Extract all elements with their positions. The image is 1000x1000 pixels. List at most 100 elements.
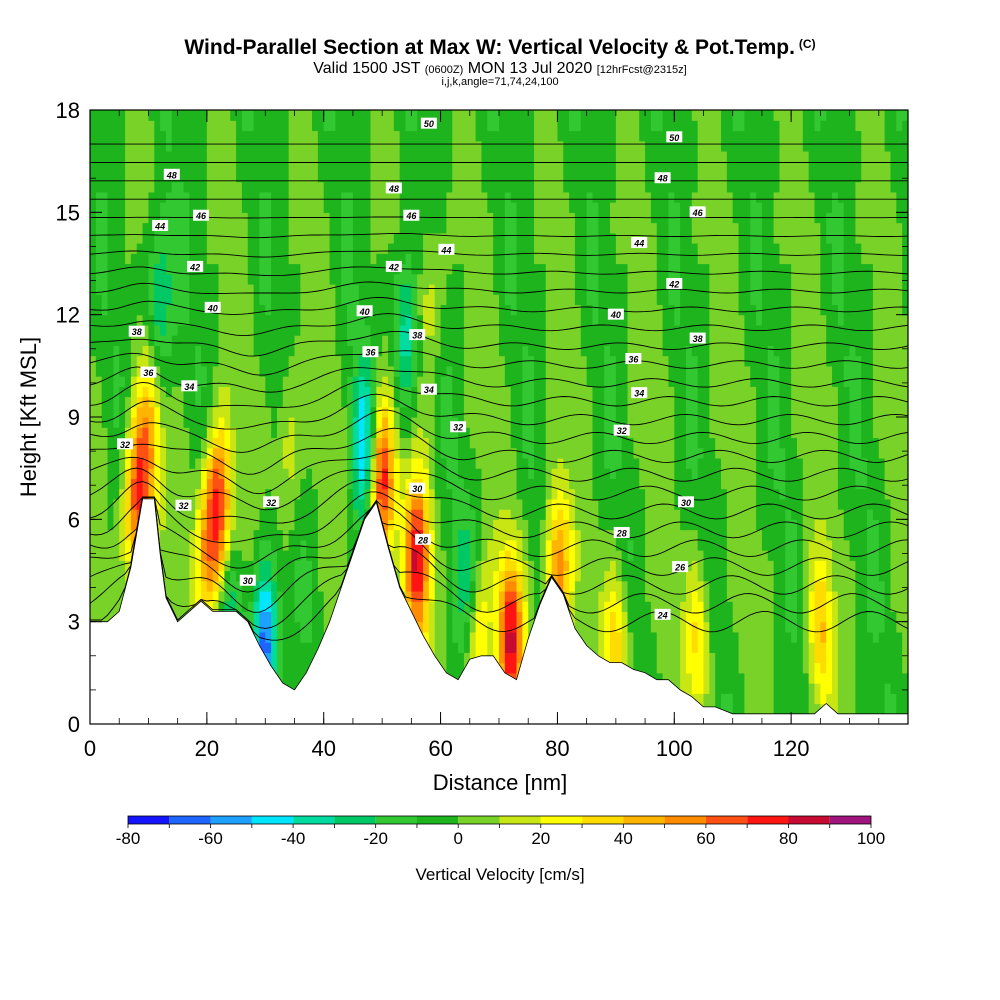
field-cell [329, 539, 336, 551]
field-cell [206, 427, 214, 439]
field-cell [358, 437, 366, 449]
field-cell [487, 560, 494, 572]
field-cell [113, 314, 120, 326]
field-cell [352, 529, 360, 541]
field-cell [475, 560, 483, 572]
field-cell [230, 437, 237, 449]
field-cell [504, 662, 512, 674]
field-cell [113, 478, 120, 490]
field-cell [95, 161, 103, 172]
field-cell [306, 631, 313, 643]
field-cell [288, 539, 296, 551]
field-cell [428, 110, 436, 121]
field-cell [487, 427, 494, 439]
field-cell [487, 140, 494, 152]
field-cell [341, 304, 348, 316]
field-cell [171, 130, 179, 142]
field-cell [487, 488, 494, 500]
field-cell [341, 140, 348, 152]
field-cell [259, 314, 266, 326]
field-cell [452, 457, 459, 469]
field-cell [265, 191, 272, 203]
field-cell [282, 140, 290, 152]
field-cell [487, 437, 494, 449]
field-cell [259, 621, 266, 633]
field-cell [130, 140, 138, 152]
field-cell [125, 273, 132, 285]
field-cell [376, 181, 383, 193]
field-cell [510, 314, 518, 326]
field-cell [411, 396, 418, 408]
field-cell [499, 181, 506, 193]
field-cell [469, 447, 477, 459]
field-cell [399, 560, 407, 572]
field-cell [446, 621, 453, 633]
field-cell [323, 304, 331, 316]
field-cell [206, 570, 214, 582]
field-cell [95, 263, 103, 275]
field-cell [165, 386, 173, 398]
field-cell [160, 243, 167, 254]
field-cell [265, 519, 272, 531]
field-cell [201, 417, 208, 428]
field-cell [206, 232, 214, 244]
field-cell [475, 376, 483, 387]
field-cell [434, 365, 442, 377]
field-cell [341, 478, 348, 490]
field-cell [399, 509, 407, 520]
field-cell [428, 294, 436, 306]
field-cell [499, 539, 506, 551]
field-cell [428, 478, 436, 490]
field-cell [364, 140, 372, 152]
field-cell [487, 345, 494, 357]
field-cell [557, 243, 564, 254]
field-cell [428, 601, 436, 613]
field-cell [230, 273, 237, 285]
field-cell [452, 324, 459, 336]
field-cell [142, 304, 150, 316]
field-cell [563, 550, 570, 561]
field-cell [317, 580, 325, 592]
field-cell [434, 345, 442, 357]
field-cell [247, 529, 255, 541]
field-cell [341, 314, 348, 326]
field-cell [294, 263, 301, 275]
field-cell [399, 498, 407, 510]
field-cell [405, 140, 412, 152]
field-cell [119, 560, 126, 572]
field-cell [423, 202, 430, 213]
field-cell [358, 406, 366, 418]
field-cell [317, 519, 325, 531]
field-cell [417, 611, 424, 623]
field-cell [417, 222, 424, 234]
field-cell [387, 376, 395, 387]
field-cell [230, 519, 237, 531]
field-cell [142, 406, 150, 418]
field-cell [341, 386, 348, 398]
field-cell [165, 509, 173, 520]
field-cell [125, 365, 132, 377]
field-cell [253, 140, 261, 152]
field-cell [499, 202, 506, 213]
field-cell [195, 324, 202, 336]
field-cell [206, 550, 214, 561]
field-cell [276, 355, 284, 367]
field-cell [493, 406, 500, 418]
field-cell [364, 468, 372, 479]
field-cell [288, 631, 296, 643]
field-cell [113, 437, 120, 449]
field-cell [563, 324, 570, 336]
field-cell [95, 427, 103, 439]
field-cell [458, 273, 465, 285]
field-cell [271, 130, 278, 142]
field-cell [382, 488, 389, 500]
field-cell [516, 652, 523, 664]
field-cell [569, 580, 576, 592]
field-cell [557, 386, 564, 398]
field-cell [358, 498, 366, 510]
copyright-mark: (C) [798, 37, 816, 51]
field-cell [469, 365, 477, 377]
field-cell [411, 601, 418, 613]
field-cell [171, 273, 179, 285]
field-cell [218, 580, 225, 592]
